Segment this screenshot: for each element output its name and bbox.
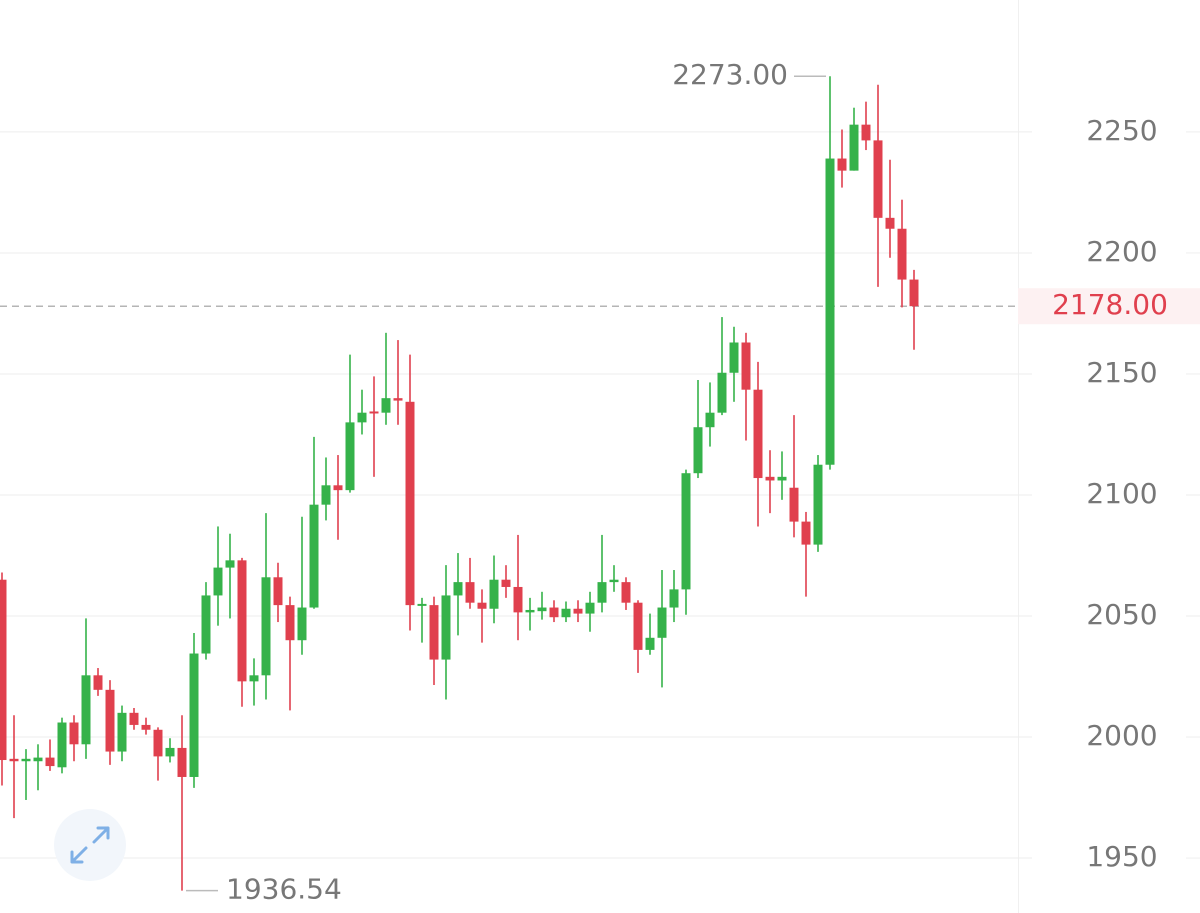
candle-body [501, 579, 511, 587]
candle-body [909, 279, 919, 307]
candle-body [357, 412, 367, 423]
candle-body [717, 372, 727, 413]
candle-body [81, 675, 91, 745]
candle-body [645, 637, 655, 650]
candle-body [441, 595, 451, 660]
candle-body [333, 485, 343, 491]
candle-body [633, 602, 643, 650]
candle-body [897, 228, 907, 280]
candle-body [309, 504, 319, 608]
candle-body [261, 577, 271, 676]
candle-body [273, 577, 283, 606]
candle-body [561, 608, 571, 618]
candle-body [537, 607, 547, 612]
candle-body [165, 747, 175, 757]
candle-body [345, 422, 355, 491]
candle-body [57, 722, 67, 768]
candle-body [693, 427, 703, 474]
candle-body [597, 582, 607, 603]
candle-body [513, 586, 523, 613]
candle-body [429, 605, 439, 660]
candle-body [285, 605, 295, 641]
candle-body [729, 342, 739, 373]
candle-body [825, 158, 835, 465]
candle-body [669, 589, 679, 608]
y-tick-label: 2100 [1086, 477, 1157, 510]
candle-body [609, 579, 619, 583]
y-tick-label: 2250 [1086, 114, 1157, 147]
candle-body [681, 473, 691, 590]
y-tick-label: 2150 [1086, 356, 1157, 389]
candle-body [705, 412, 715, 428]
candle-body [549, 607, 559, 618]
candle-body [585, 602, 595, 614]
candle-body [45, 757, 55, 767]
annotation-label: 1936.54 [226, 873, 342, 906]
candle-body [33, 757, 43, 762]
candle-body [861, 124, 871, 141]
expand-button-bg[interactable] [54, 809, 126, 881]
y-tick-label: 2000 [1086, 719, 1157, 752]
candle-body [405, 401, 415, 606]
candle-body [213, 567, 223, 596]
expand-icon[interactable] [70, 826, 110, 864]
candle-body [417, 603, 427, 606]
candle-body [177, 747, 187, 777]
candle-body [393, 398, 403, 401]
candle-body [765, 476, 775, 481]
candle-body [477, 602, 487, 609]
candle-body [0, 579, 7, 761]
candle-body [9, 758, 19, 762]
candle-body [801, 521, 811, 545]
candle-body [189, 653, 199, 777]
candle-body [321, 485, 331, 505]
candle-body [69, 722, 79, 745]
candle-body [93, 675, 103, 690]
candle-body [297, 607, 307, 641]
current-price-box [1018, 288, 1200, 325]
candle-body [129, 712, 139, 725]
candle-body [453, 582, 463, 596]
candle-body [741, 342, 751, 390]
candle-body [249, 675, 259, 682]
candle-body [813, 464, 823, 545]
candle-body [141, 724, 151, 730]
y-tick-label: 2050 [1086, 598, 1157, 631]
candle-body [621, 582, 631, 603]
candle-body [489, 579, 499, 609]
candle-body [573, 608, 583, 614]
y-tick-label: 1950 [1086, 840, 1157, 873]
candle-body [201, 595, 211, 654]
annotation-label: 2273.00 [672, 58, 788, 91]
candle-body [225, 560, 235, 568]
candle-body [777, 476, 787, 481]
candle-body [21, 758, 31, 762]
candle-body [849, 124, 859, 171]
expand-button[interactable] [54, 809, 126, 881]
candle-body [789, 487, 799, 522]
candle-body [369, 411, 379, 414]
y-tick-label: 2200 [1086, 235, 1157, 268]
candle-body [381, 398, 391, 413]
candle-body [753, 389, 763, 479]
candle-body [105, 689, 115, 752]
candle-body [657, 607, 667, 638]
candle-body [153, 729, 163, 757]
candle-body [465, 582, 475, 603]
current-price-label: 2178.00 [1052, 288, 1168, 321]
candle-body [885, 217, 895, 229]
candle-body [525, 609, 535, 613]
candle-body [873, 140, 883, 218]
candle-body [237, 560, 247, 682]
candle-body [837, 158, 847, 171]
candle-body [117, 712, 127, 752]
